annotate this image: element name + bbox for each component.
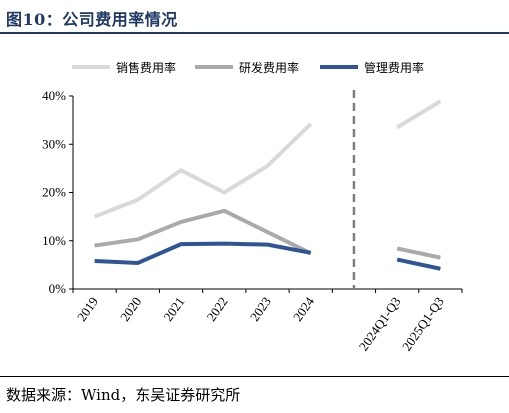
title-divider bbox=[0, 32, 509, 34]
y-tick-label: 0% bbox=[49, 281, 67, 296]
source-note: 数据来源：Wind，东吴证券研究所 bbox=[6, 386, 241, 404]
chart-series bbox=[93, 99, 442, 271]
series-line-3 bbox=[94, 241, 312, 265]
y-tick-label: 40% bbox=[42, 88, 66, 103]
x-tick-label: 2024Q1-Q3 bbox=[356, 294, 404, 353]
figure-title: 图10：公司费用率情况 bbox=[6, 10, 178, 29]
y-tick-label: 20% bbox=[42, 185, 66, 200]
series-line-2 bbox=[94, 208, 312, 256]
series-line-1 bbox=[396, 99, 442, 130]
expense-ratio-chart: 销售费用率 研发费用率 管理费用率 0%10%20%30%40% 2019 2020 2… bbox=[42, 60, 463, 354]
x-tick-label: 2025Q1-Q3 bbox=[399, 294, 447, 353]
legend-label-2: 研发费用率 bbox=[239, 60, 299, 75]
x-tick-labels: 2019 2020 2021 2022 2023 2024 2024Q1-Q32025Q1-… bbox=[74, 294, 447, 354]
chart-legend: 销售费用率 研发费用率 管理费用率 bbox=[72, 60, 424, 75]
x-tick-label: 2023 bbox=[247, 294, 274, 324]
legend-label-3: 管理费用率 bbox=[364, 60, 424, 75]
x-tick-label: 2024 bbox=[290, 294, 317, 324]
x-tick-label: 2021 bbox=[160, 294, 187, 324]
x-tick-label: 2020 bbox=[117, 294, 144, 324]
y-tick-label: 30% bbox=[42, 136, 66, 151]
source-divider bbox=[0, 376, 509, 377]
x-tick-label: 2022 bbox=[204, 294, 231, 324]
x-tick-label: 2019 bbox=[74, 294, 101, 324]
y-tick-label: 10% bbox=[42, 233, 66, 248]
legend-label-1: 销售费用率 bbox=[116, 60, 176, 75]
series-line-3 bbox=[396, 257, 441, 271]
chart-axes: 0% 10% 20% 30% 40% bbox=[42, 88, 463, 296]
series-line-2 bbox=[396, 246, 441, 260]
series-line-1 bbox=[93, 122, 313, 219]
